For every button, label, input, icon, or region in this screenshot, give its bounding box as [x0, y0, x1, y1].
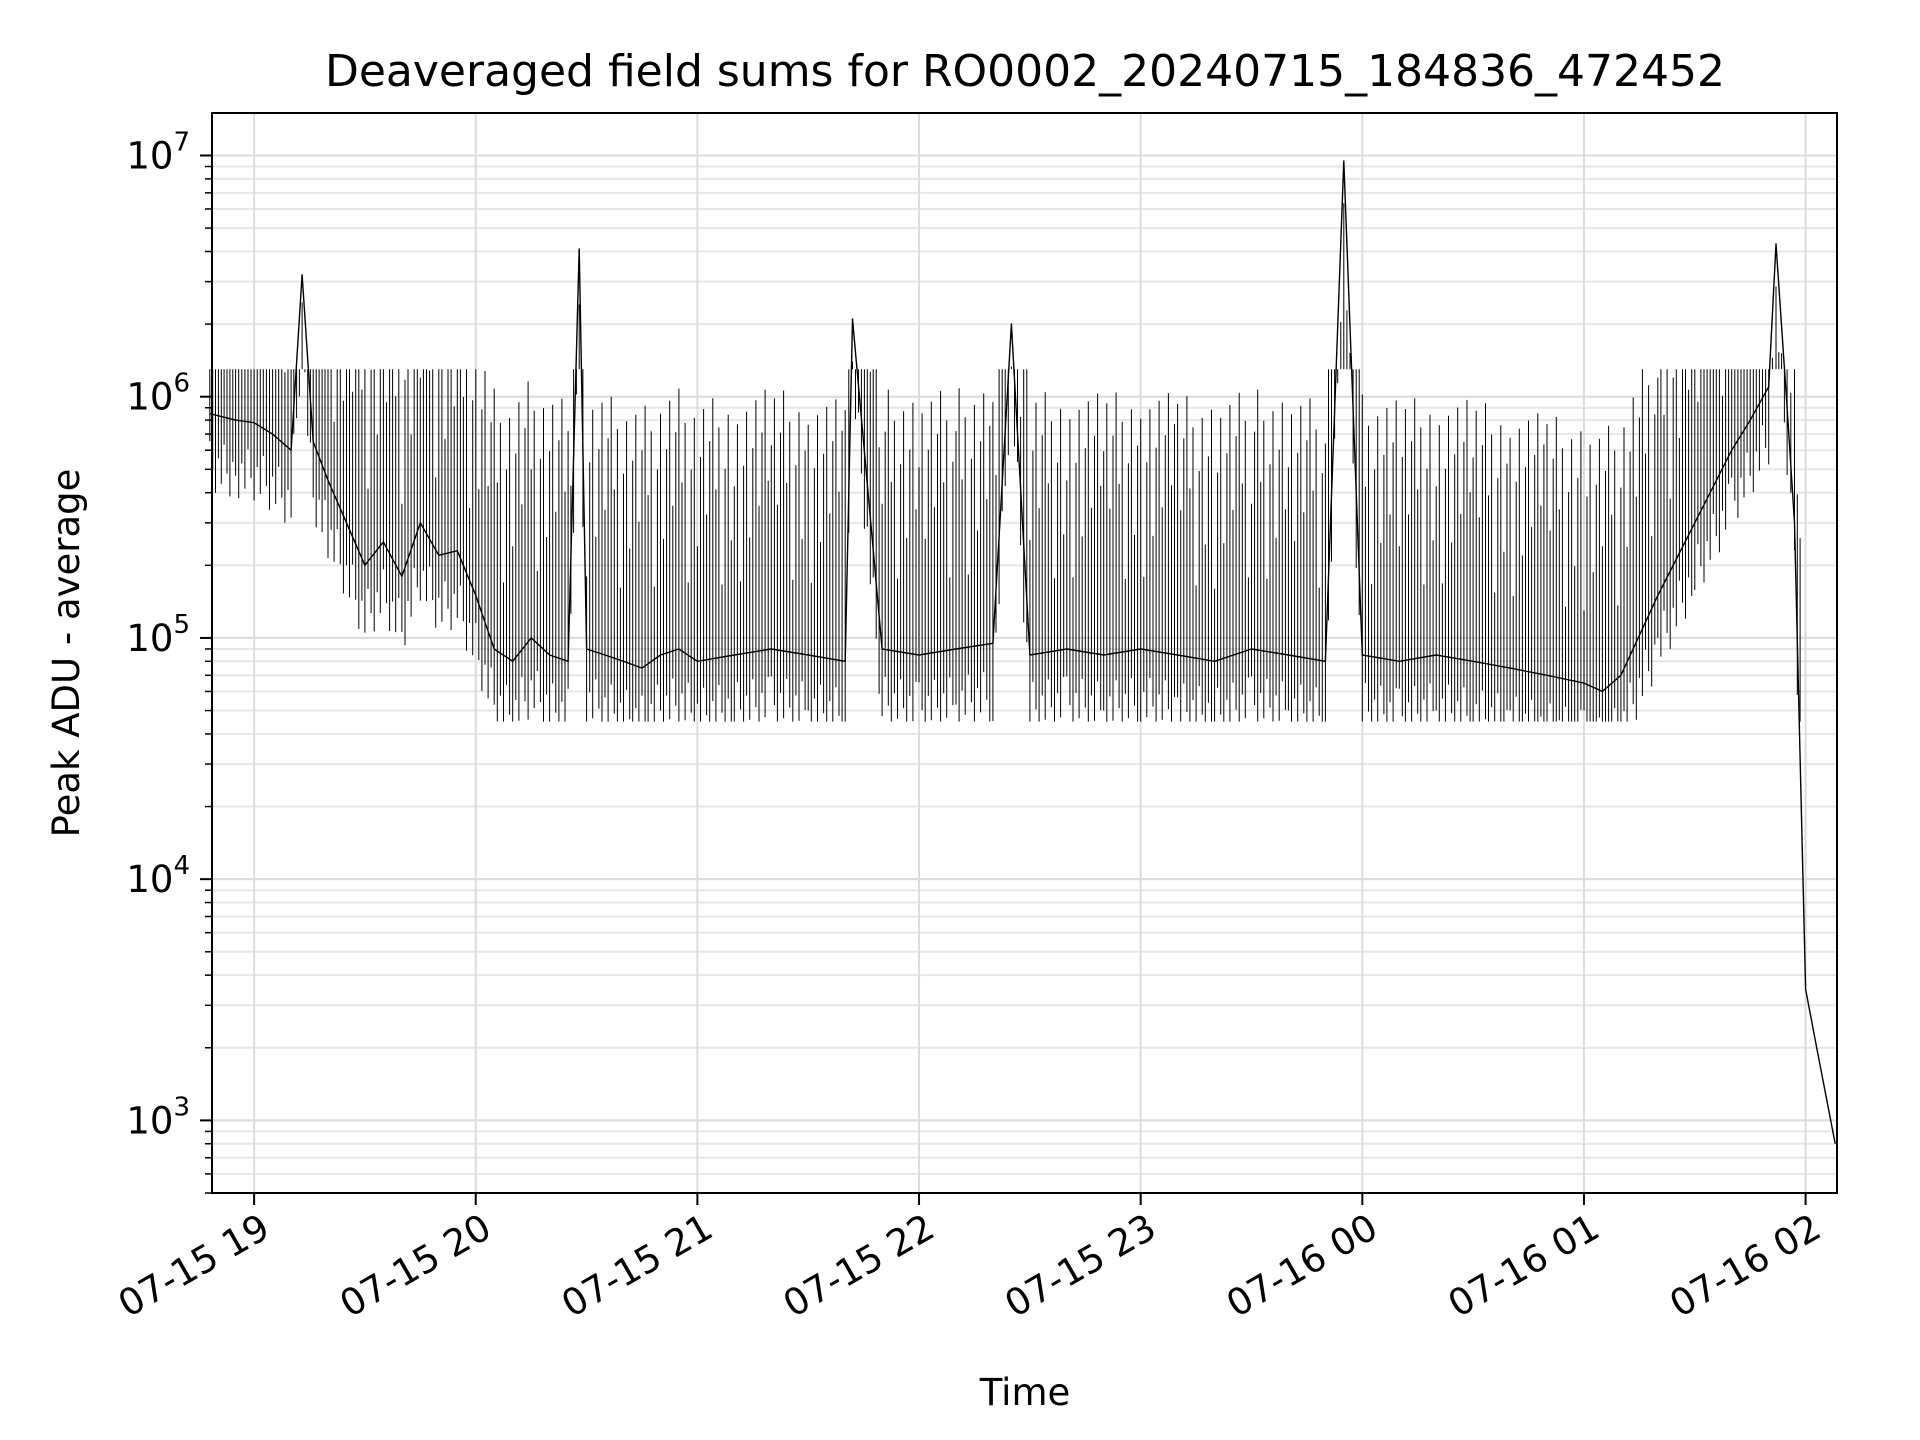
spike-marks: [209, 203, 1801, 722]
y-tick-label: 106: [126, 369, 190, 419]
y-tick-label: 107: [126, 127, 190, 177]
y-axis-ticks: 103 104 105 106 107: [126, 127, 212, 1194]
y-axis-label: Peak ADU - average: [45, 469, 88, 838]
plot-frame: [211, 112, 1838, 1194]
y-tick-label: 103: [126, 1092, 190, 1142]
y-tick-label: 104: [126, 851, 190, 901]
x-axis-label: Time: [979, 1371, 1071, 1414]
chart-title: Deaveraged field sums for RO0002_2024071…: [325, 46, 1725, 97]
y-tick-label: 105: [126, 610, 190, 660]
plot-area: [209, 160, 1836, 1144]
